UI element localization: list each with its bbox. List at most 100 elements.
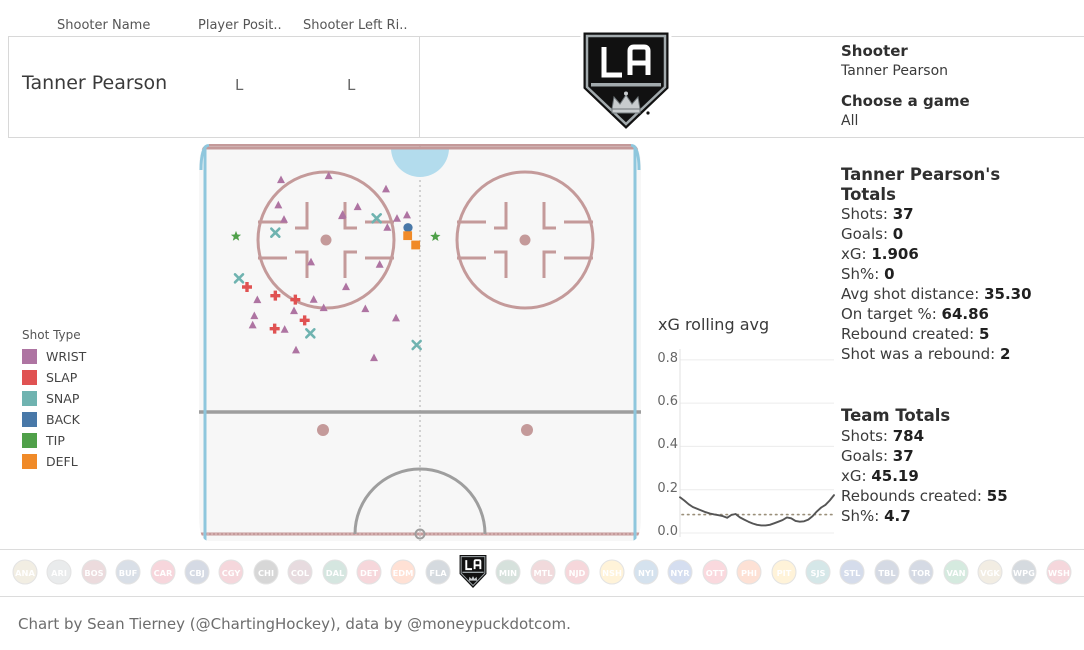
team-logo-mtl[interactable]: MTL: [528, 557, 558, 591]
shot-marker-wrist[interactable]: [319, 303, 328, 312]
svg-text:DET: DET: [360, 568, 378, 578]
player-stat-row-1: Goals: 0: [841, 225, 1084, 245]
rink-shot-map[interactable]: [195, 140, 645, 545]
column-header-shooter-left-right[interactable]: Shooter Left Ri..: [303, 18, 408, 33]
team-logo-wpg[interactable]: WPG: [1009, 557, 1039, 591]
shot-marker-wrist[interactable]: [375, 260, 384, 268]
shot-marker-snap[interactable]: [411, 339, 422, 351]
team-logo-edm[interactable]: EDM: [388, 557, 418, 591]
shot-marker-snap[interactable]: [270, 227, 281, 238]
shot-marker-wrist[interactable]: [392, 313, 400, 322]
team-logo-ott[interactable]: OTT: [700, 557, 730, 591]
shot-marker-wrist[interactable]: [307, 257, 315, 266]
svg-text:CBJ: CBJ: [189, 568, 204, 578]
stat-value: 64.86: [941, 304, 989, 323]
team-logo-fla[interactable]: FLA: [423, 557, 453, 591]
shot-marker-wrist[interactable]: [309, 295, 318, 303]
shot-marker-wrist[interactable]: [277, 175, 285, 184]
column-header-shooter-name[interactable]: Shooter Name: [57, 18, 151, 33]
team-logo-vgk[interactable]: VGK: [975, 557, 1005, 591]
shooter-filter-value[interactable]: Tanner Pearson: [841, 62, 949, 79]
svg-text:PIT: PIT: [776, 568, 791, 578]
team-logo-wsh[interactable]: WSH: [1044, 557, 1074, 591]
team-logo-njd[interactable]: NJD: [562, 557, 592, 591]
shot-marker-wrist[interactable]: [290, 306, 298, 315]
team-logo-pit[interactable]: PIT: [769, 557, 799, 591]
shot-marker-snap[interactable]: [371, 213, 382, 224]
player-stat-row-5: On target %: 64.86: [841, 305, 1084, 325]
shot-marker-wrist[interactable]: [361, 304, 370, 313]
team-logo-phi[interactable]: PHI: [734, 557, 764, 591]
team-logo-ana[interactable]: ANA: [10, 557, 40, 591]
team-logo-dal[interactable]: DAL: [320, 557, 350, 591]
team-logo-nyr[interactable]: NYR: [665, 557, 695, 591]
legend-item-slap[interactable]: SLAP: [22, 367, 132, 388]
shot-markers[interactable]: [230, 171, 441, 362]
legend-item-tip[interactable]: TIP: [22, 430, 132, 451]
shot-marker-slap[interactable]: [242, 282, 252, 292]
corner-top-left: [199, 144, 210, 171]
shot-marker-tip[interactable]: [230, 230, 242, 241]
legend-item-defl[interactable]: DEFL: [22, 451, 132, 472]
shot-marker-wrist[interactable]: [342, 282, 350, 291]
svg-text:TBL: TBL: [878, 568, 896, 578]
shot-marker-defl[interactable]: [403, 231, 413, 241]
shot-marker-slap[interactable]: [269, 323, 280, 334]
shot-marker-wrist[interactable]: [370, 353, 378, 362]
nhl-team-logos[interactable]: ANA ARI BOS BUF CAR CBJ CGY CHI COL DAL DET EDM FLA M…: [10, 552, 1074, 596]
shot-marker-wrist[interactable]: [280, 215, 288, 223]
shot-type-legend: Shot Type WRIST SLAP SNAP BACK TIP DEFL: [22, 328, 132, 472]
shot-marker-wrist[interactable]: [250, 311, 259, 320]
game-filter-value[interactable]: All: [841, 112, 859, 129]
team-logo-col[interactable]: COL: [285, 557, 315, 591]
shot-marker-wrist[interactable]: [393, 214, 401, 222]
team-logo-cgy[interactable]: CGY: [216, 557, 246, 591]
team-logo-car[interactable]: CAR: [148, 557, 178, 591]
shot-marker-wrist[interactable]: [274, 200, 283, 209]
shot-marker-wrist[interactable]: [382, 184, 390, 193]
shot-marker-wrist[interactable]: [253, 295, 262, 304]
shot-marker-back[interactable]: [403, 223, 413, 233]
shot-marker-tip[interactable]: [430, 231, 441, 241]
svg-text:VAN: VAN: [946, 568, 965, 578]
legend-item-back[interactable]: BACK: [22, 409, 132, 430]
shot-marker-wrist[interactable]: [383, 223, 392, 231]
team-logo-min[interactable]: MIN: [493, 557, 523, 591]
team-logo-chi[interactable]: CHI: [251, 557, 281, 591]
stat-label: Goals:: [841, 225, 893, 244]
team-logo-det[interactable]: DET: [354, 557, 384, 591]
team-logo-sjs[interactable]: SJS: [803, 557, 833, 591]
column-header-player-position[interactable]: Player Posit..: [198, 18, 282, 33]
shot-marker-snap[interactable]: [305, 328, 316, 339]
svg-text:BUF: BUF: [119, 568, 138, 578]
shot-marker-wrist[interactable]: [403, 210, 411, 219]
legend-item-wrist[interactable]: WRIST: [22, 346, 132, 367]
team-logo-van[interactable]: VAN: [941, 557, 971, 591]
shot-marker-defl[interactable]: [411, 240, 421, 250]
corner-top-right: [630, 144, 641, 171]
team-logo-la[interactable]: [457, 552, 489, 596]
svg-text:STL: STL: [844, 568, 862, 578]
player-stat-row-7: Shot was a rebound: 2: [841, 345, 1084, 365]
shot-marker-wrist[interactable]: [324, 171, 333, 180]
shot-marker-wrist[interactable]: [338, 210, 347, 218]
shot-marker-wrist[interactable]: [248, 320, 257, 329]
team-logo-nyi[interactable]: NYI: [631, 557, 661, 591]
team-logo-cbj[interactable]: CBJ: [182, 557, 212, 591]
team-stats-list: Shots: 784 Goals: 37 xG: 45.19 Rebounds cre…: [841, 427, 1084, 527]
shot-marker-wrist[interactable]: [353, 202, 362, 211]
shot-marker-wrist[interactable]: [292, 345, 300, 354]
shot-marker-slap[interactable]: [270, 290, 281, 301]
team-logo-ari[interactable]: ARI: [44, 557, 74, 591]
team-logo-tbl[interactable]: TBL: [872, 557, 902, 591]
team-logo-buf[interactable]: BUF: [113, 557, 143, 591]
shot-marker-slap[interactable]: [290, 294, 301, 305]
team-logo-stl[interactable]: STL: [837, 557, 867, 591]
shot-marker-slap[interactable]: [299, 315, 310, 326]
team-logo-bos[interactable]: BOS: [79, 557, 109, 591]
shot-marker-wrist[interactable]: [280, 325, 289, 333]
team-logo-tor[interactable]: TOR: [906, 557, 936, 591]
shot-marker-snap[interactable]: [233, 273, 245, 284]
team-logo-nsh[interactable]: NSH: [597, 557, 627, 591]
legend-item-snap[interactable]: SNAP: [22, 388, 132, 409]
